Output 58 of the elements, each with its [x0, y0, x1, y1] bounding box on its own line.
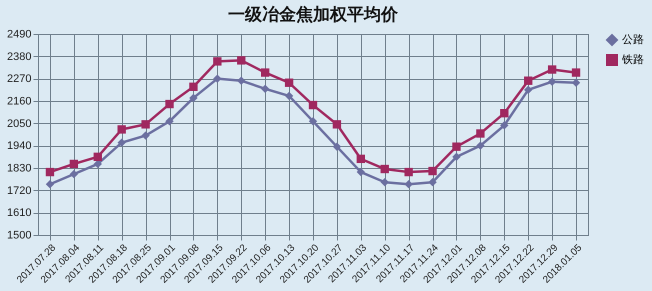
legend-label: 铁路: [621, 54, 644, 66]
point: [524, 86, 532, 94]
point: [572, 78, 580, 87]
point: [404, 180, 413, 188]
y-tick-label: 2380: [7, 50, 32, 63]
point: [70, 160, 78, 168]
point: [308, 117, 318, 126]
point: [476, 129, 485, 138]
point: [548, 78, 556, 86]
point: [452, 142, 461, 151]
y-tick-label: 1720: [7, 184, 32, 197]
point: [404, 168, 413, 176]
point: [284, 92, 294, 100]
point: [452, 152, 461, 162]
point: [118, 125, 126, 134]
y-tick-label: 1500: [7, 230, 32, 242]
legend-label: 公路: [622, 34, 644, 46]
point: [332, 120, 342, 129]
y-tick-label: 1610: [7, 207, 32, 220]
point: [94, 152, 102, 162]
point: [165, 117, 174, 126]
point: [500, 109, 508, 118]
point: [524, 76, 532, 85]
point: [46, 180, 54, 188]
point: [70, 170, 78, 178]
point: [380, 178, 389, 186]
y-tick-label: 2160: [7, 96, 32, 108]
point: [118, 138, 126, 147]
point: [189, 94, 198, 102]
point: [141, 131, 150, 140]
y-tick-label: 2050: [7, 118, 32, 130]
point: [237, 76, 246, 85]
point: [356, 168, 366, 176]
point: [356, 154, 366, 164]
point: [213, 57, 222, 66]
point: [260, 84, 270, 93]
point: [572, 68, 580, 77]
point: [332, 142, 342, 151]
y-tick-label: 2270: [7, 73, 32, 86]
point: [428, 178, 437, 186]
point: [189, 82, 198, 91]
point: [308, 100, 318, 110]
point: [476, 141, 485, 150]
y-tick-label: 1830: [7, 162, 32, 174]
point: [380, 164, 389, 174]
y-tick-label: 2490: [7, 28, 32, 40]
y-tick-label: 1940: [7, 140, 32, 152]
point: [46, 168, 54, 176]
point: [213, 74, 222, 83]
point: [284, 78, 294, 87]
point: [500, 121, 508, 130]
point: [548, 65, 556, 74]
point: [260, 68, 270, 77]
point: [141, 120, 150, 129]
chart-title: 一级冶金焦加权平均价: [228, 5, 399, 24]
point: [237, 56, 246, 65]
point: [428, 166, 437, 176]
point: [165, 100, 174, 108]
